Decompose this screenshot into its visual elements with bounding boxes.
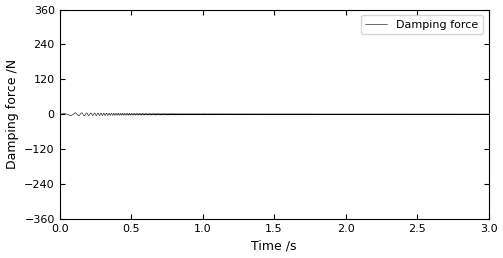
Line: Damping force: Damping force: [59, 113, 488, 116]
Damping force: [379, 113, 385, 116]
X-axis label: Time /s: Time /s: [252, 239, 297, 252]
Damping force: [75, 114, 81, 117]
Damping force: [59, 112, 65, 115]
Damping force: [211, 113, 217, 116]
Damping force: [258, 113, 264, 116]
Y-axis label: Damping force /N: Damping force /N: [6, 59, 19, 169]
Damping force: [56, 113, 62, 116]
Damping force: [220, 112, 226, 116]
Legend: Damping force: Damping force: [361, 15, 483, 34]
Damping force: [365, 113, 371, 116]
Damping force: [78, 111, 85, 114]
Damping force: [485, 112, 491, 116]
